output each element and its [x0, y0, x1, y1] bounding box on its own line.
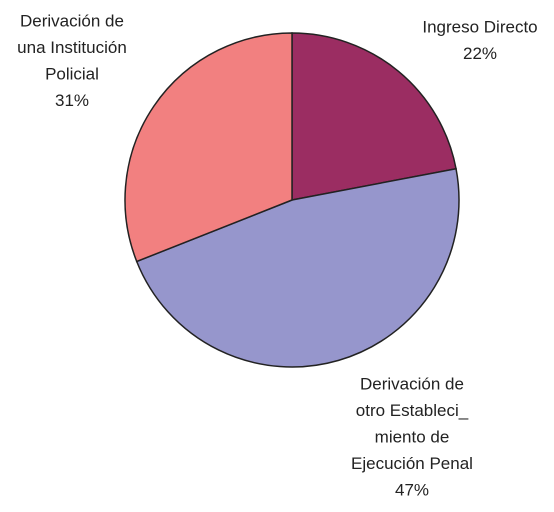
pie-slice	[135, 167, 460, 368]
slice-label: Policial	[45, 64, 99, 83]
slice-label: Derivación de	[20, 11, 124, 30]
slice-value-label: 31%	[55, 91, 89, 110]
slice-label: otro Estableci_	[356, 401, 469, 420]
slice-label: miento de	[375, 427, 450, 446]
slice-label: Derivación de	[360, 374, 464, 393]
slice-value-label: 47%	[395, 480, 429, 499]
slice-label: una Institución	[17, 38, 127, 57]
slice-label: Ingreso Directo	[422, 17, 537, 36]
pie-slice	[124, 32, 293, 263]
slice-label: Ejecución Penal	[351, 454, 473, 473]
slice-value-label: 22%	[463, 44, 497, 63]
pie-slice	[291, 32, 457, 201]
